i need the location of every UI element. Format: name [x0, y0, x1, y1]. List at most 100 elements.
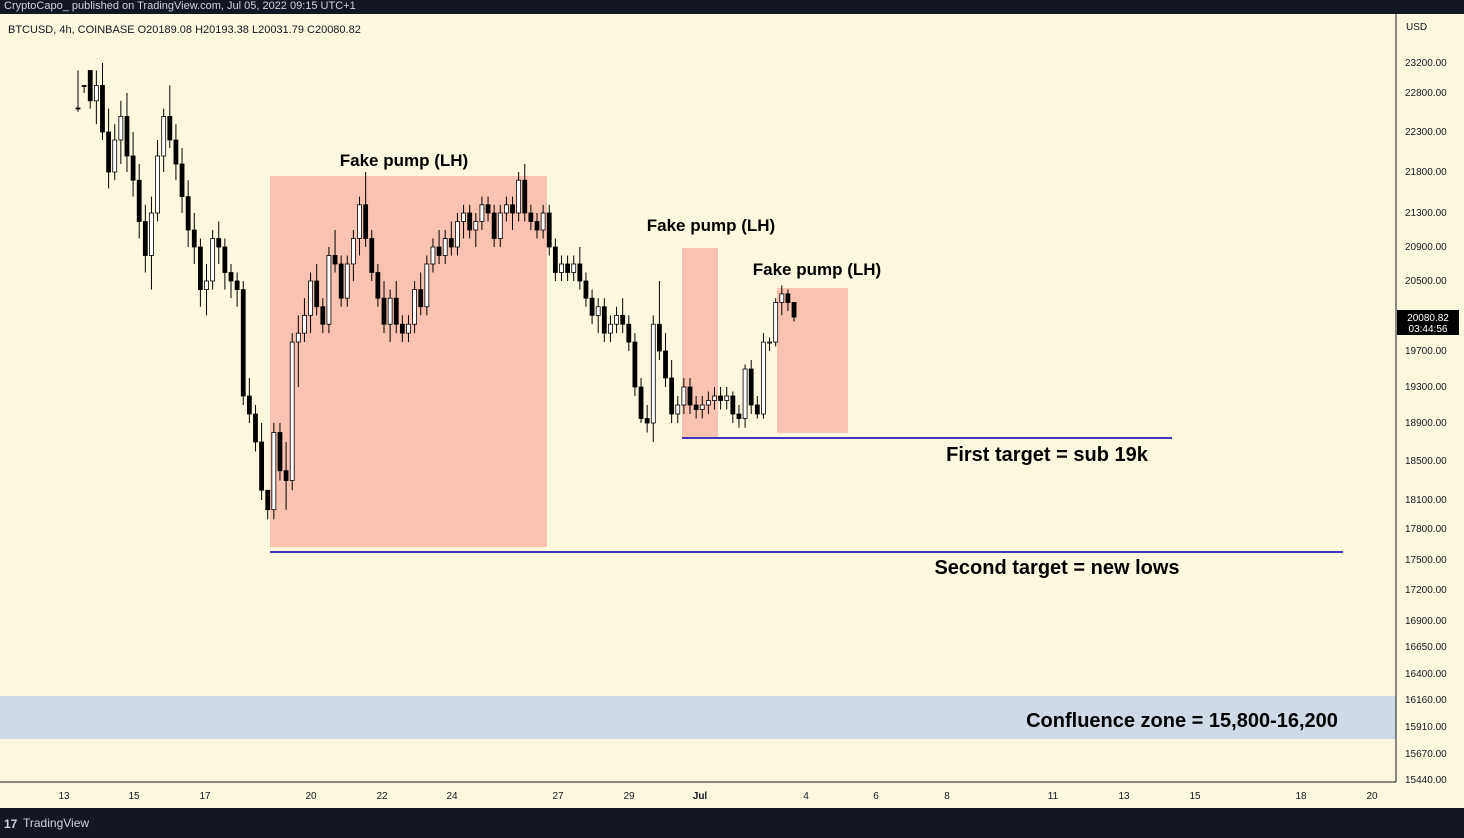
candle-body [210, 238, 216, 282]
candle-body [485, 204, 491, 214]
chart-svg[interactable]: Fake pump (LH) Fake pump (LH) Fake pump (L… [0, 14, 1464, 808]
candle-body [381, 297, 387, 325]
candle-body [577, 263, 583, 282]
candle-body [632, 341, 638, 388]
candle-body [326, 255, 332, 325]
candle-body [155, 155, 160, 214]
published-text: CryptoCapo_ published on TradingView.com… [4, 0, 356, 12]
candle-body [583, 280, 589, 299]
candle-body [712, 395, 717, 401]
countdown-label: 03:44:56 [1409, 324, 1448, 335]
candle-body [595, 306, 601, 316]
candle-body [124, 116, 130, 157]
candle-body [436, 246, 442, 256]
candle-body [455, 221, 460, 248]
candle-body [130, 155, 136, 181]
candle-body [742, 368, 748, 419]
last-price-label: 20080.82 [1407, 313, 1449, 324]
price-tick-label: 17200.00 [1405, 585, 1447, 596]
candle-body [516, 179, 522, 214]
time-tick-label: 22 [376, 791, 388, 802]
candle-body [546, 212, 552, 248]
candle-body [369, 238, 375, 273]
price-tick-label: 19300.00 [1405, 382, 1447, 393]
candle-body [161, 116, 167, 157]
candle-body [142, 221, 148, 256]
candle-body [559, 263, 564, 273]
price-tick-label: 18100.00 [1405, 495, 1447, 506]
time-tick-label: 13 [58, 791, 70, 802]
candle-body [314, 280, 320, 308]
candle-body [761, 341, 766, 415]
candle-body [93, 85, 99, 102]
price-tick-label: 15440.00 [1405, 775, 1447, 786]
fake-pump-label-3: Fake pump (LH) [753, 260, 881, 279]
candle-body [467, 212, 473, 231]
candle-body [216, 238, 222, 248]
candle-body [503, 204, 509, 214]
price-tick-label: 19700.00 [1405, 346, 1447, 357]
candle-body [106, 131, 111, 173]
price-tick-label: 16900.00 [1405, 616, 1447, 627]
candle-body [197, 246, 203, 290]
time-tick-label: 13 [1118, 791, 1130, 802]
candle-body [222, 246, 228, 273]
tradingview-logo-icon[interactable]: 17 [4, 817, 18, 831]
candle-body [681, 386, 687, 406]
candle-body [81, 85, 87, 87]
chart-area[interactable]: Fake pump (LH) Fake pump (LH) Fake pump (L… [0, 14, 1464, 808]
candle-body [363, 204, 369, 239]
candle-body [626, 323, 632, 343]
footer: 17 TradingView [0, 808, 1464, 838]
candle-body [357, 204, 362, 239]
price-tick-label: 18500.00 [1405, 456, 1447, 467]
currency-label: USD [1406, 22, 1427, 33]
candle-body [246, 395, 252, 415]
candle-body [283, 470, 289, 481]
candle-body [204, 280, 209, 290]
candle-body [669, 377, 675, 415]
candle-body [277, 432, 283, 472]
candle-body [565, 263, 570, 273]
fake-pump-label-2: Fake pump (LH) [647, 216, 775, 235]
price-tick-label: 22800.00 [1405, 88, 1447, 99]
candle-body [718, 395, 723, 401]
candle-body [375, 272, 381, 299]
candle-body [779, 293, 785, 303]
candle-body [773, 302, 779, 343]
price-tick-label: 17500.00 [1405, 555, 1447, 566]
time-tick-label: Jul [693, 791, 708, 802]
time-tick-label: 24 [446, 791, 458, 802]
time-tick-label: 11 [1048, 791, 1059, 802]
price-tick-label: 21300.00 [1405, 208, 1447, 219]
candle-body [393, 297, 399, 325]
candle-body [522, 179, 528, 214]
candle-body [473, 221, 479, 231]
time-tick-label: 8 [944, 791, 950, 802]
time-tick-label: 29 [623, 791, 635, 802]
candle-body [448, 238, 454, 248]
price-tick-label: 18900.00 [1405, 418, 1447, 429]
candle-body [552, 246, 558, 273]
candle-body [75, 107, 81, 110]
candle-body [191, 229, 197, 248]
price-tick-label: 21800.00 [1405, 167, 1447, 178]
candle-body [724, 395, 730, 401]
candle-body [173, 139, 179, 165]
candle-body [699, 404, 705, 410]
price-tick-label: 15670.00 [1405, 749, 1447, 760]
candle-body [491, 212, 497, 239]
candle-body [785, 293, 791, 303]
price-tick-label: 15910.00 [1405, 722, 1447, 733]
price-tick-label: 22300.00 [1405, 127, 1447, 138]
candle-body [332, 255, 338, 265]
candle-body [675, 404, 681, 415]
footer-brand[interactable]: TradingView [23, 816, 90, 830]
fake-pump-zone-3 [777, 288, 848, 433]
candle-body [638, 386, 644, 419]
last-price-badge [1397, 310, 1459, 335]
fake-pump-label-1: Fake pump (LH) [340, 151, 468, 170]
first-target-label: First target = sub 19k [946, 444, 1149, 466]
candle-body [136, 179, 142, 222]
candle-body [320, 306, 326, 325]
